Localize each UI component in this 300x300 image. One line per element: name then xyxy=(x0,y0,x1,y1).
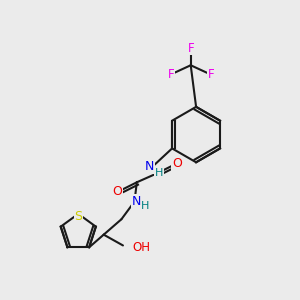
Text: N: N xyxy=(131,195,141,208)
Text: H: H xyxy=(141,201,149,211)
Text: N: N xyxy=(145,160,154,173)
Text: F: F xyxy=(167,68,174,81)
Text: F: F xyxy=(188,42,194,55)
Text: S: S xyxy=(74,211,82,224)
Text: O: O xyxy=(112,185,122,198)
Text: O: O xyxy=(172,157,182,170)
Text: OH: OH xyxy=(132,241,150,254)
Text: F: F xyxy=(207,68,214,81)
Text: H: H xyxy=(155,168,163,178)
